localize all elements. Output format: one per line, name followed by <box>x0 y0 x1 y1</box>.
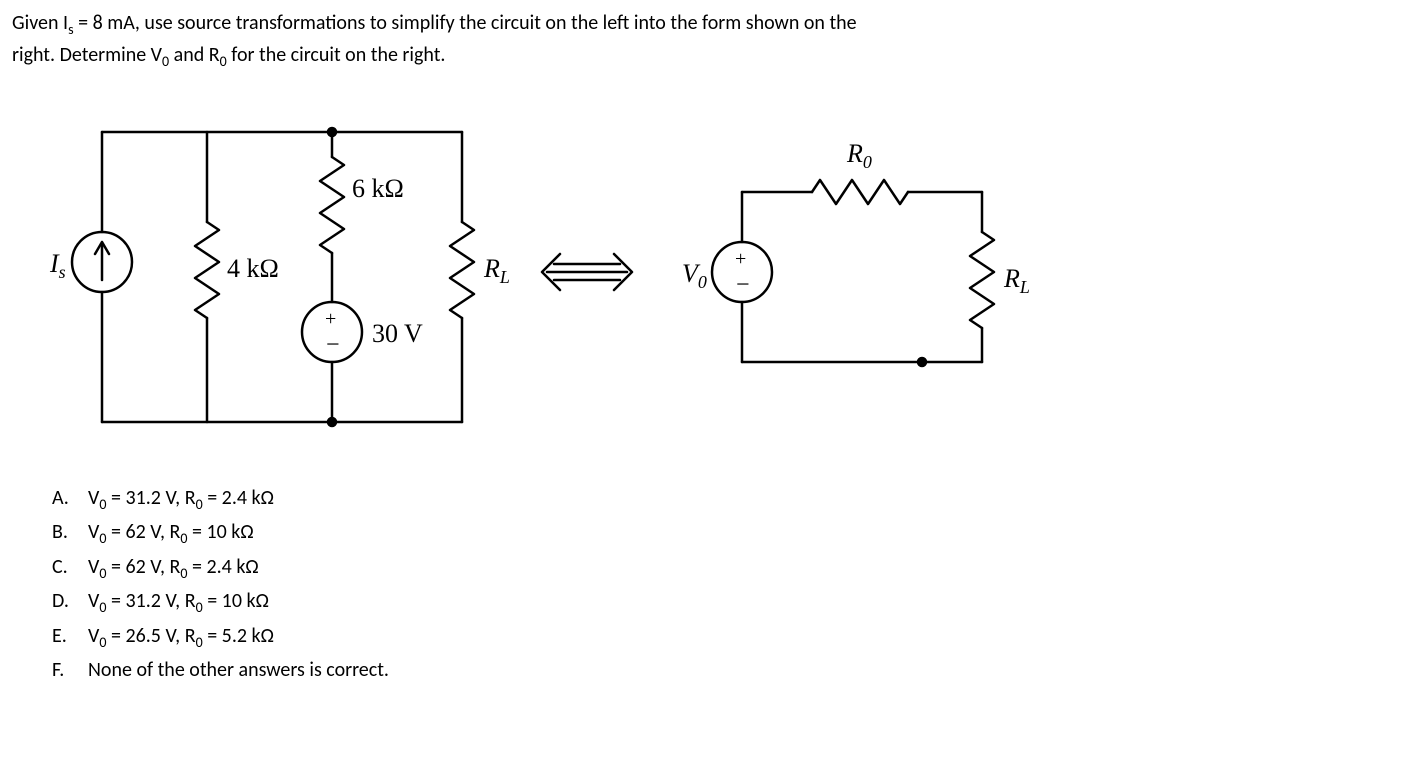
answer-choice: B. V0 = 62 V, R0 = 10 kΩ <box>52 516 1404 550</box>
right-circuit-svg: V0 + − R0 RL <box>642 132 1062 412</box>
v30-label: 30 V <box>372 319 423 348</box>
text: for the circuit on the right. <box>227 43 446 67</box>
answer-letter: A. <box>52 482 88 516</box>
problem-statement: Given Is = 8 mA, use source transformati… <box>12 8 1404 72</box>
answer-letter: C. <box>52 551 88 585</box>
plus-icon: + <box>325 308 336 330</box>
answer-choice: F. None of the other answers is correct. <box>52 654 1404 686</box>
text: Given I <box>12 11 68 35</box>
text: right. Determine V <box>12 43 162 67</box>
answer-choice: E. V0 = 26.5 V, R0 = 5.2 kΩ <box>52 620 1404 654</box>
text: = 8 mA, use source transformations to si… <box>74 11 857 35</box>
is-label: Is <box>49 249 66 282</box>
answer-choice: A. V0 = 31.2 V, R0 = 2.4 kΩ <box>52 482 1404 516</box>
plus-icon: + <box>735 248 746 270</box>
answer-choices: A. V0 = 31.2 V, R0 = 2.4 kΩ B. V0 = 62 V… <box>52 482 1404 686</box>
equiv-arrow-icon <box>532 242 642 302</box>
v0-label: V0 <box>682 259 707 292</box>
answer-text: None of the other answers is correct. <box>88 654 389 686</box>
answer-text: V0 = 26.5 V, R0 = 5.2 kΩ <box>88 620 274 654</box>
rl-label: RL <box>1003 264 1030 297</box>
answer-letter: E. <box>52 620 88 654</box>
minus-icon: − <box>326 332 340 358</box>
r0-label: R0 <box>846 139 872 172</box>
circuit-diagrams: Is 4 kΩ 6 kΩ 30 V + − RL <box>32 92 1404 452</box>
answer-text: V0 = 62 V, R0 = 2.4 kΩ <box>88 551 259 585</box>
answer-letter: B. <box>52 516 88 550</box>
r6k-label: 6 kΩ <box>352 174 404 203</box>
answer-text: V0 = 31.2 V, R0 = 2.4 kΩ <box>88 482 274 516</box>
left-circuit-svg: Is 4 kΩ 6 kΩ 30 V + − RL <box>32 92 532 452</box>
answer-text: V0 = 31.2 V, R0 = 10 kΩ <box>88 585 269 619</box>
answer-text: V0 = 62 V, R0 = 10 kΩ <box>88 516 254 550</box>
answer-choice: D. V0 = 31.2 V, R0 = 10 kΩ <box>52 585 1404 619</box>
minus-icon: − <box>736 272 750 298</box>
r4k-label: 4 kΩ <box>227 254 279 283</box>
answer-letter: D. <box>52 585 88 619</box>
subscript-0: 0 <box>220 53 227 70</box>
answer-choice: C. V0 = 62 V, R0 = 2.4 kΩ <box>52 551 1404 585</box>
text: and R <box>169 43 220 67</box>
rl-label: RL <box>483 254 510 287</box>
answer-letter: F. <box>52 654 88 686</box>
